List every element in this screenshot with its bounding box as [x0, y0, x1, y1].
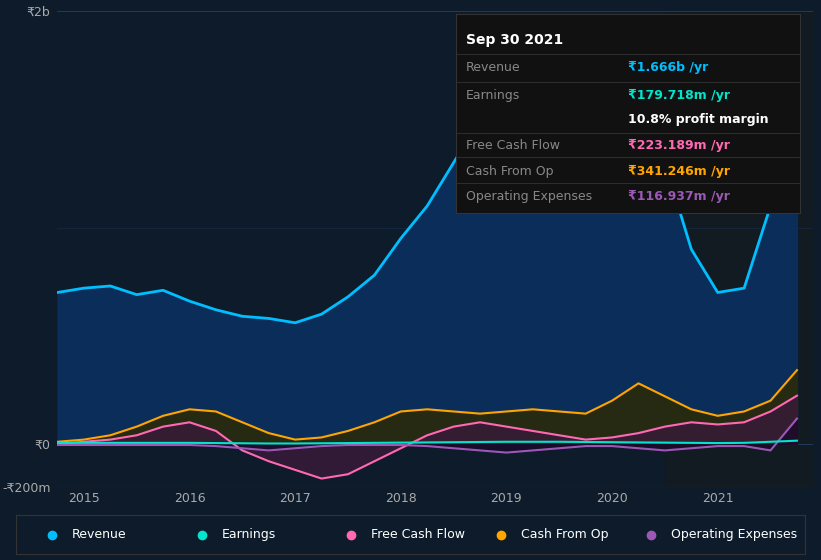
- Text: Sep 30 2021: Sep 30 2021: [466, 33, 563, 47]
- Text: Earnings: Earnings: [466, 89, 521, 102]
- Text: Revenue: Revenue: [466, 61, 521, 74]
- Text: Free Cash Flow: Free Cash Flow: [371, 528, 465, 542]
- Text: Earnings: Earnings: [222, 528, 276, 542]
- Text: 10.8% profit margin: 10.8% profit margin: [628, 113, 768, 126]
- Bar: [665, 11, 813, 487]
- Text: Operating Expenses: Operating Expenses: [671, 528, 796, 542]
- Text: Cash From Op: Cash From Op: [466, 165, 553, 178]
- Text: ₹341.246m /yr: ₹341.246m /yr: [628, 165, 730, 178]
- Text: ₹223.189m /yr: ₹223.189m /yr: [628, 139, 730, 152]
- Text: ₹116.937m /yr: ₹116.937m /yr: [628, 190, 730, 203]
- Text: Free Cash Flow: Free Cash Flow: [466, 139, 560, 152]
- Text: ₹1.666b /yr: ₹1.666b /yr: [628, 61, 709, 74]
- Text: ₹179.718m /yr: ₹179.718m /yr: [628, 89, 730, 102]
- Text: Operating Expenses: Operating Expenses: [466, 190, 592, 203]
- Text: Revenue: Revenue: [71, 528, 126, 542]
- Text: Cash From Op: Cash From Op: [521, 528, 608, 542]
